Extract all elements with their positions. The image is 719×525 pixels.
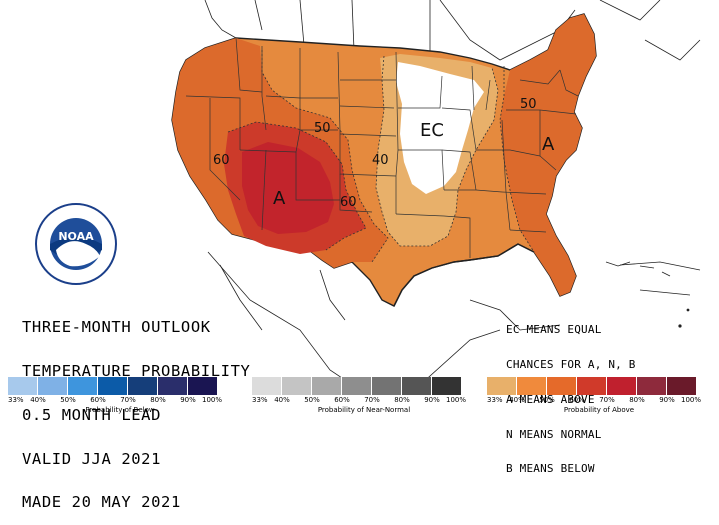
title-line-2: TEMPERATURE PROBABILITY <box>22 361 251 380</box>
legend-line-1: EC MEANS EQUAL <box>506 323 602 337</box>
colorbar-swatch <box>312 377 342 395</box>
colorbar-tick-label: 80% <box>394 396 410 404</box>
colorbar-near-normal-label: Probability of Near-Normal <box>317 406 411 414</box>
colorbar-above-label: Probability of Above <box>563 406 635 414</box>
colorbar-tick-label: 60% <box>90 396 106 404</box>
contour-50-east: 50 <box>520 97 537 112</box>
colorbar-below <box>8 377 218 395</box>
colorbar-tick-label: 60% <box>334 396 350 404</box>
colorbar-swatch <box>607 377 637 395</box>
colorbar-swatch <box>637 377 667 395</box>
colorbar-near-normal-ticks: 33% 40% 50% 60% 70% 80% 90% 100% <box>252 396 476 405</box>
colorbar-tick-label: 80% <box>150 396 166 404</box>
contour-60-west: 60 <box>213 153 230 168</box>
colorbar-tick-label: 90% <box>424 396 440 404</box>
caribbean-islands <box>605 261 690 328</box>
contour-50-west: 50 <box>314 121 331 136</box>
colorbar-below-label: Probability of Below <box>85 406 155 414</box>
outlook-map: EC A A 50 60 40 60 50 NOAA <box>35 0 701 391</box>
title-line-1: THREE-MONTH OUTLOOK <box>22 318 211 337</box>
colorbar-tick-label: 100% <box>201 396 222 404</box>
colorbar-tick-label: 100% <box>445 396 466 404</box>
gulf-coast <box>393 243 535 307</box>
colorbar-swatch <box>517 377 547 395</box>
colorbar-swatch <box>372 377 402 395</box>
colorbar-swatch <box>98 377 128 395</box>
colorbar-tick-label: 60% <box>569 396 585 404</box>
colorbar-swatch <box>8 377 38 395</box>
colorbar-tick-label: 40% <box>30 396 46 404</box>
colorbar-tick-label: 80% <box>629 396 645 404</box>
colorbar-swatch <box>128 377 158 395</box>
colorbar-swatch <box>188 377 218 395</box>
legend-line-3: A MEANS ABOVE <box>506 392 595 406</box>
noaa-logo-text: NOAA <box>58 230 94 243</box>
colorbar-tick-label: 50% <box>304 396 320 404</box>
colorbar-above <box>487 377 697 395</box>
colorbar-swatch <box>547 377 577 395</box>
colorbar-tick-label: 33% <box>8 396 24 404</box>
ec-label: EC <box>420 120 444 141</box>
legend-line-2: CHANCES FOR A, N, B <box>506 357 636 371</box>
colorbar-tick-label: 50% <box>60 396 76 404</box>
colorbar-tick-label: 33% <box>252 396 268 404</box>
colorbar-below-ticks: 33% 40% 50% 60% 70% 80% 90% 100% <box>8 396 232 405</box>
a-east-label: A <box>542 134 555 155</box>
contour-40: 40 <box>372 153 389 168</box>
title-line-4: VALID JJA 2021 <box>22 449 162 468</box>
legend-line-5: B MEANS BELOW <box>506 462 595 476</box>
colorbar-tick-label: 50% <box>539 396 555 404</box>
colorbar-tick-label: 100% <box>680 396 701 404</box>
title-line-5: MADE 20 MAY 2021 <box>22 493 181 512</box>
colorbar-above-ticks: 33% 40% 50% 60% 70% 80% 90% 100% <box>487 396 711 405</box>
state-borders <box>185 37 579 258</box>
legend-line-4: N MEANS NORMAL <box>506 427 602 441</box>
colorbar-swatch <box>38 377 68 395</box>
a-west-label: A <box>273 188 286 209</box>
colorbar-swatch <box>432 377 462 395</box>
colorbar-tick-label: 70% <box>120 396 136 404</box>
colorbar-near-normal <box>252 377 462 395</box>
colorbar-swatch <box>667 377 697 395</box>
probability-contours <box>227 50 535 263</box>
colorbar-swatch <box>487 377 517 395</box>
colorbar-tick-label: 40% <box>274 396 290 404</box>
noaa-logo: NOAA <box>35 203 117 285</box>
colorbar-swatch <box>577 377 607 395</box>
colorbar-tick-label: 33% <box>487 396 503 404</box>
colorbar-tick-label: 70% <box>364 396 380 404</box>
colorbar-swatch <box>402 377 432 395</box>
colorbar-swatch <box>252 377 282 395</box>
colorbar-tick-label: 90% <box>659 396 675 404</box>
colorbar-swatch <box>282 377 312 395</box>
colorbar-swatch <box>68 377 98 395</box>
colorbar-tick-label: 70% <box>599 396 615 404</box>
colorbar-tick-label: 40% <box>509 396 525 404</box>
contour-60-sw: 60 <box>340 195 357 210</box>
ec-region <box>396 62 484 194</box>
colorbar-swatch <box>158 377 188 395</box>
colorbar-swatch <box>342 377 372 395</box>
a50-east-band <box>500 14 596 296</box>
colorbar-tick-label: 90% <box>180 396 196 404</box>
